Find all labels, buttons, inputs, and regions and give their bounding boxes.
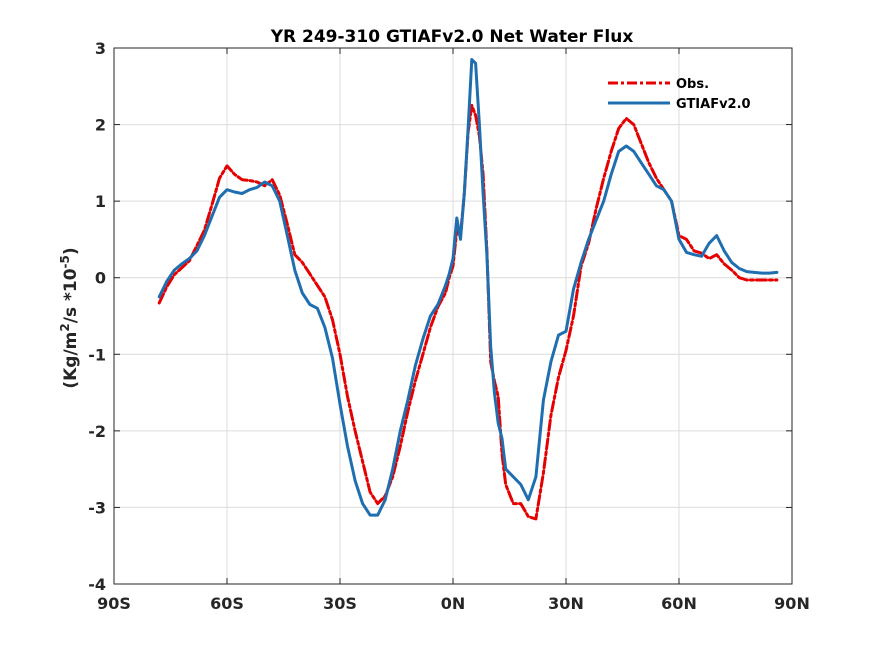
y-tick-label: -4 <box>88 575 106 594</box>
chart-title: YR 249-310 GTIAFv2.0 Net Water Flux <box>270 27 634 47</box>
x-tick-label: 90S <box>97 594 131 613</box>
y-tick-label: 1 <box>95 192 106 211</box>
y-label-middle: /s *10 <box>61 268 81 323</box>
y-tick-label: 0 <box>95 269 106 288</box>
legend: Obs. GTIAFv2.0 <box>608 77 751 112</box>
y-axis-label: (Kg/m2/s *10-5) <box>58 247 81 388</box>
axis-ticks: 90S 60S 30S 0N 30N 60N 90N 3 2 1 0 -1 -2 -3 -4 <box>88 39 810 613</box>
x-tick-label: 0N <box>441 594 466 613</box>
x-tick-label: 30N <box>548 594 584 613</box>
y-tick-label: 2 <box>95 116 106 135</box>
y-label-suffix: ) <box>61 247 81 255</box>
y-tick-label: -3 <box>88 498 106 517</box>
series-line-gtiaf <box>157 58 779 517</box>
legend-label-obs: Obs. <box>676 77 709 92</box>
legend-label-model: GTIAFv2.0 <box>676 97 751 112</box>
y-tick-label: -1 <box>88 345 106 364</box>
x-tick-label: 60S <box>210 594 244 613</box>
x-tick-label: 60N <box>661 594 697 613</box>
y-tick-label: -2 <box>88 422 106 441</box>
series-layer <box>157 58 779 521</box>
y-label-sup1: 2 <box>58 323 72 331</box>
y-label-prefix: (Kg/m <box>61 332 81 389</box>
x-tick-label: 90N <box>774 594 810 613</box>
x-tick-label: 30S <box>323 594 357 613</box>
y-tick-label: 3 <box>95 39 106 58</box>
y-label-sup2: -5 <box>58 255 72 268</box>
